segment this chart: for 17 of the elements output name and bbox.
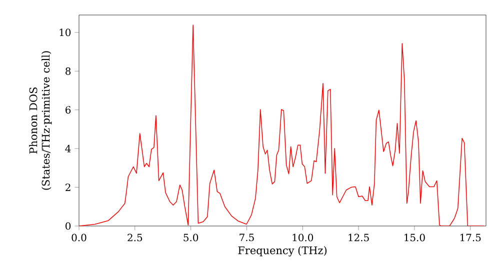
y-tick-label: 0: [66, 222, 71, 230]
y-tick-label: 6: [66, 106, 71, 114]
y-axis-title: Phonon DOS (States/THz·primitive cell): [29, 51, 52, 190]
y-tick-label: 8: [66, 67, 71, 75]
x-axis-title: Frequency (THz): [238, 246, 327, 256]
x-tick-label: 10.0: [292, 234, 314, 242]
x-tick-label: 0.0: [72, 234, 86, 242]
x-tick-label: 17.5: [460, 234, 481, 242]
x-tick-label: 5.0: [184, 234, 198, 242]
x-tick-label: 15.0: [404, 234, 425, 242]
y-tick-label: 4: [65, 144, 71, 152]
y-tick-label: 2: [66, 184, 70, 191]
line-series: [79, 24, 485, 226]
x-tick-label: 2.5: [128, 234, 142, 242]
y-tick-label: 10: [60, 28, 71, 36]
x-tick-label: 12.5: [348, 234, 369, 242]
x-tick-label: 7.5: [240, 234, 254, 242]
